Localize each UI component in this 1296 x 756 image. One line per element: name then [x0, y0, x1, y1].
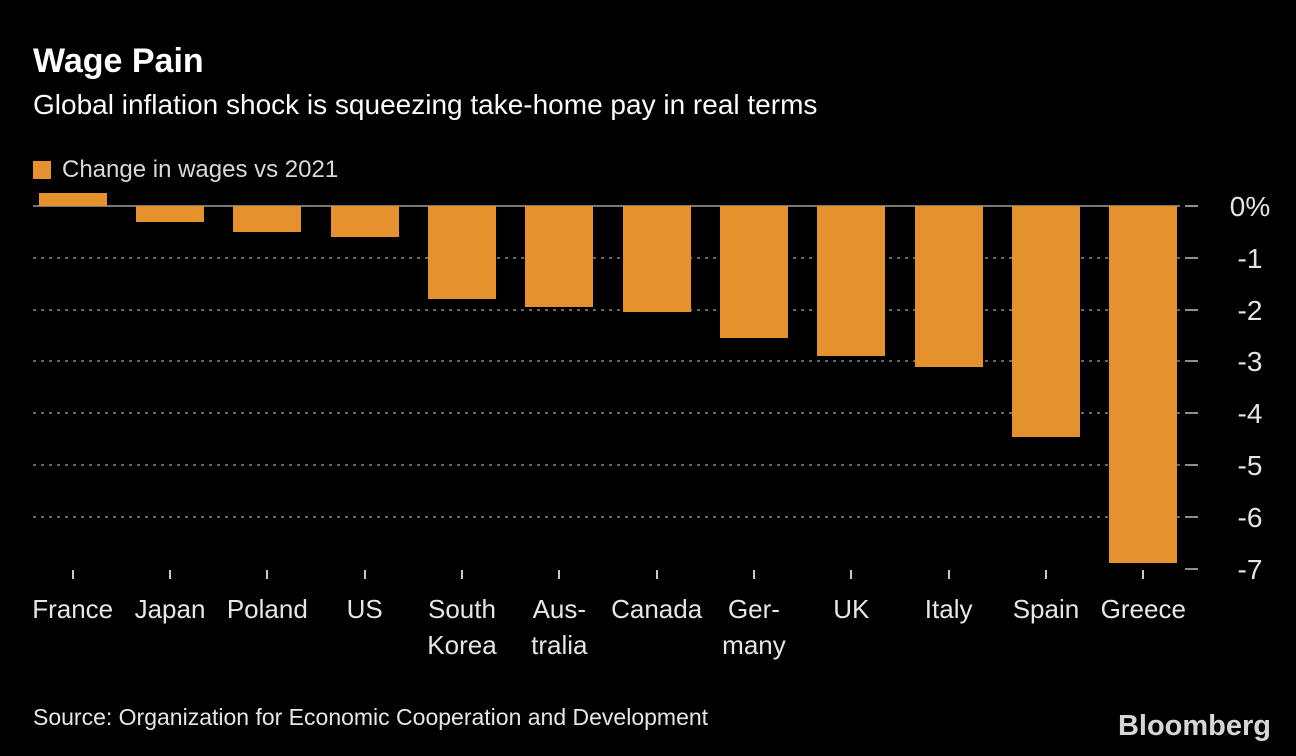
y-label--1: -1 — [1237, 242, 1263, 274]
axis-tick-dash--5 — [1185, 464, 1198, 466]
x-tick-germany — [752, 570, 755, 579]
y-label--7: -7 — [1237, 553, 1263, 585]
x-label-japan: Japan — [134, 594, 206, 624]
axis-tick-dash--2 — [1185, 308, 1198, 311]
chart-title: Wage Pain — [33, 42, 204, 80]
bar-italy — [914, 206, 983, 367]
x-label-uk: UK — [833, 594, 870, 624]
x-label-canada: Canada — [611, 594, 703, 624]
axis-tick-dash--6 — [1185, 515, 1198, 518]
y-label--6: -6 — [1237, 501, 1263, 533]
x-label-australia: Aus- tralia — [531, 594, 588, 660]
axis-tick-dash--3 — [1185, 360, 1198, 363]
bar-poland — [233, 206, 302, 232]
x-label-south-korea: South Korea — [427, 594, 497, 660]
x-label-spain: Spain — [1012, 594, 1080, 624]
y-label--3: -3 — [1237, 346, 1263, 378]
x-tick-japan — [168, 570, 171, 579]
x-label-us: US — [346, 594, 383, 624]
axis-tick-dash-0- — [1185, 205, 1198, 207]
gridline-minus-2 — [33, 308, 1180, 311]
y-label-0-: 0% — [1229, 191, 1271, 222]
x-label-greece: Greece — [1100, 594, 1186, 624]
axis-tick-dash--4 — [1185, 412, 1198, 415]
bar-spain — [1011, 206, 1080, 437]
gridline-minus-5 — [33, 464, 1180, 466]
x-tick-poland — [266, 570, 269, 579]
gridline-minus-6 — [33, 515, 1180, 518]
chart-subtitle: Global inflation shock is squeezing take… — [33, 89, 818, 120]
bar-france — [38, 193, 107, 206]
x-label-poland: Poland — [226, 594, 308, 624]
x-tick-italy — [947, 570, 950, 579]
bloomberg-logo: Bloomberg — [1117, 710, 1271, 742]
legend-label: Change in wages vs 2021 — [62, 156, 339, 183]
y-label--5: -5 — [1237, 450, 1263, 481]
legend-swatch-icon — [33, 161, 51, 179]
x-tick-spain — [1044, 570, 1047, 579]
x-label-germany: Ger- many — [722, 594, 786, 660]
x-tick-france — [71, 570, 74, 579]
axis-tick-dash--7 — [1185, 567, 1198, 570]
bar-south-korea — [427, 206, 496, 300]
bar-australia — [525, 206, 594, 307]
x-tick-australia — [558, 570, 561, 579]
bar-germany — [719, 206, 788, 339]
gridline-minus-4 — [33, 412, 1180, 415]
x-label-france: France — [32, 594, 114, 624]
source-note: Source: Organization for Economic Cooper… — [33, 704, 709, 730]
bar-greece — [1109, 206, 1178, 564]
bar-uk — [817, 206, 886, 357]
x-tick-uk — [850, 570, 853, 579]
x-label-italy: Italy — [924, 594, 973, 624]
bar-canada — [622, 206, 691, 313]
x-tick-south-korea — [460, 570, 463, 579]
bar-japan — [135, 206, 204, 222]
legend: Change in wages vs 2021 — [33, 156, 338, 184]
x-tick-us — [363, 570, 366, 579]
x-tick-greece — [1142, 570, 1145, 579]
gridline-minus-3 — [33, 360, 1180, 363]
bar-us — [330, 206, 399, 238]
axis-tick-dash--1 — [1185, 256, 1198, 259]
y-label--2: -2 — [1237, 294, 1263, 326]
zero-axis-line — [33, 205, 1180, 207]
gridline-minus-1 — [33, 256, 1180, 259]
y-label--4: -4 — [1237, 398, 1263, 430]
x-tick-canada — [655, 570, 658, 579]
